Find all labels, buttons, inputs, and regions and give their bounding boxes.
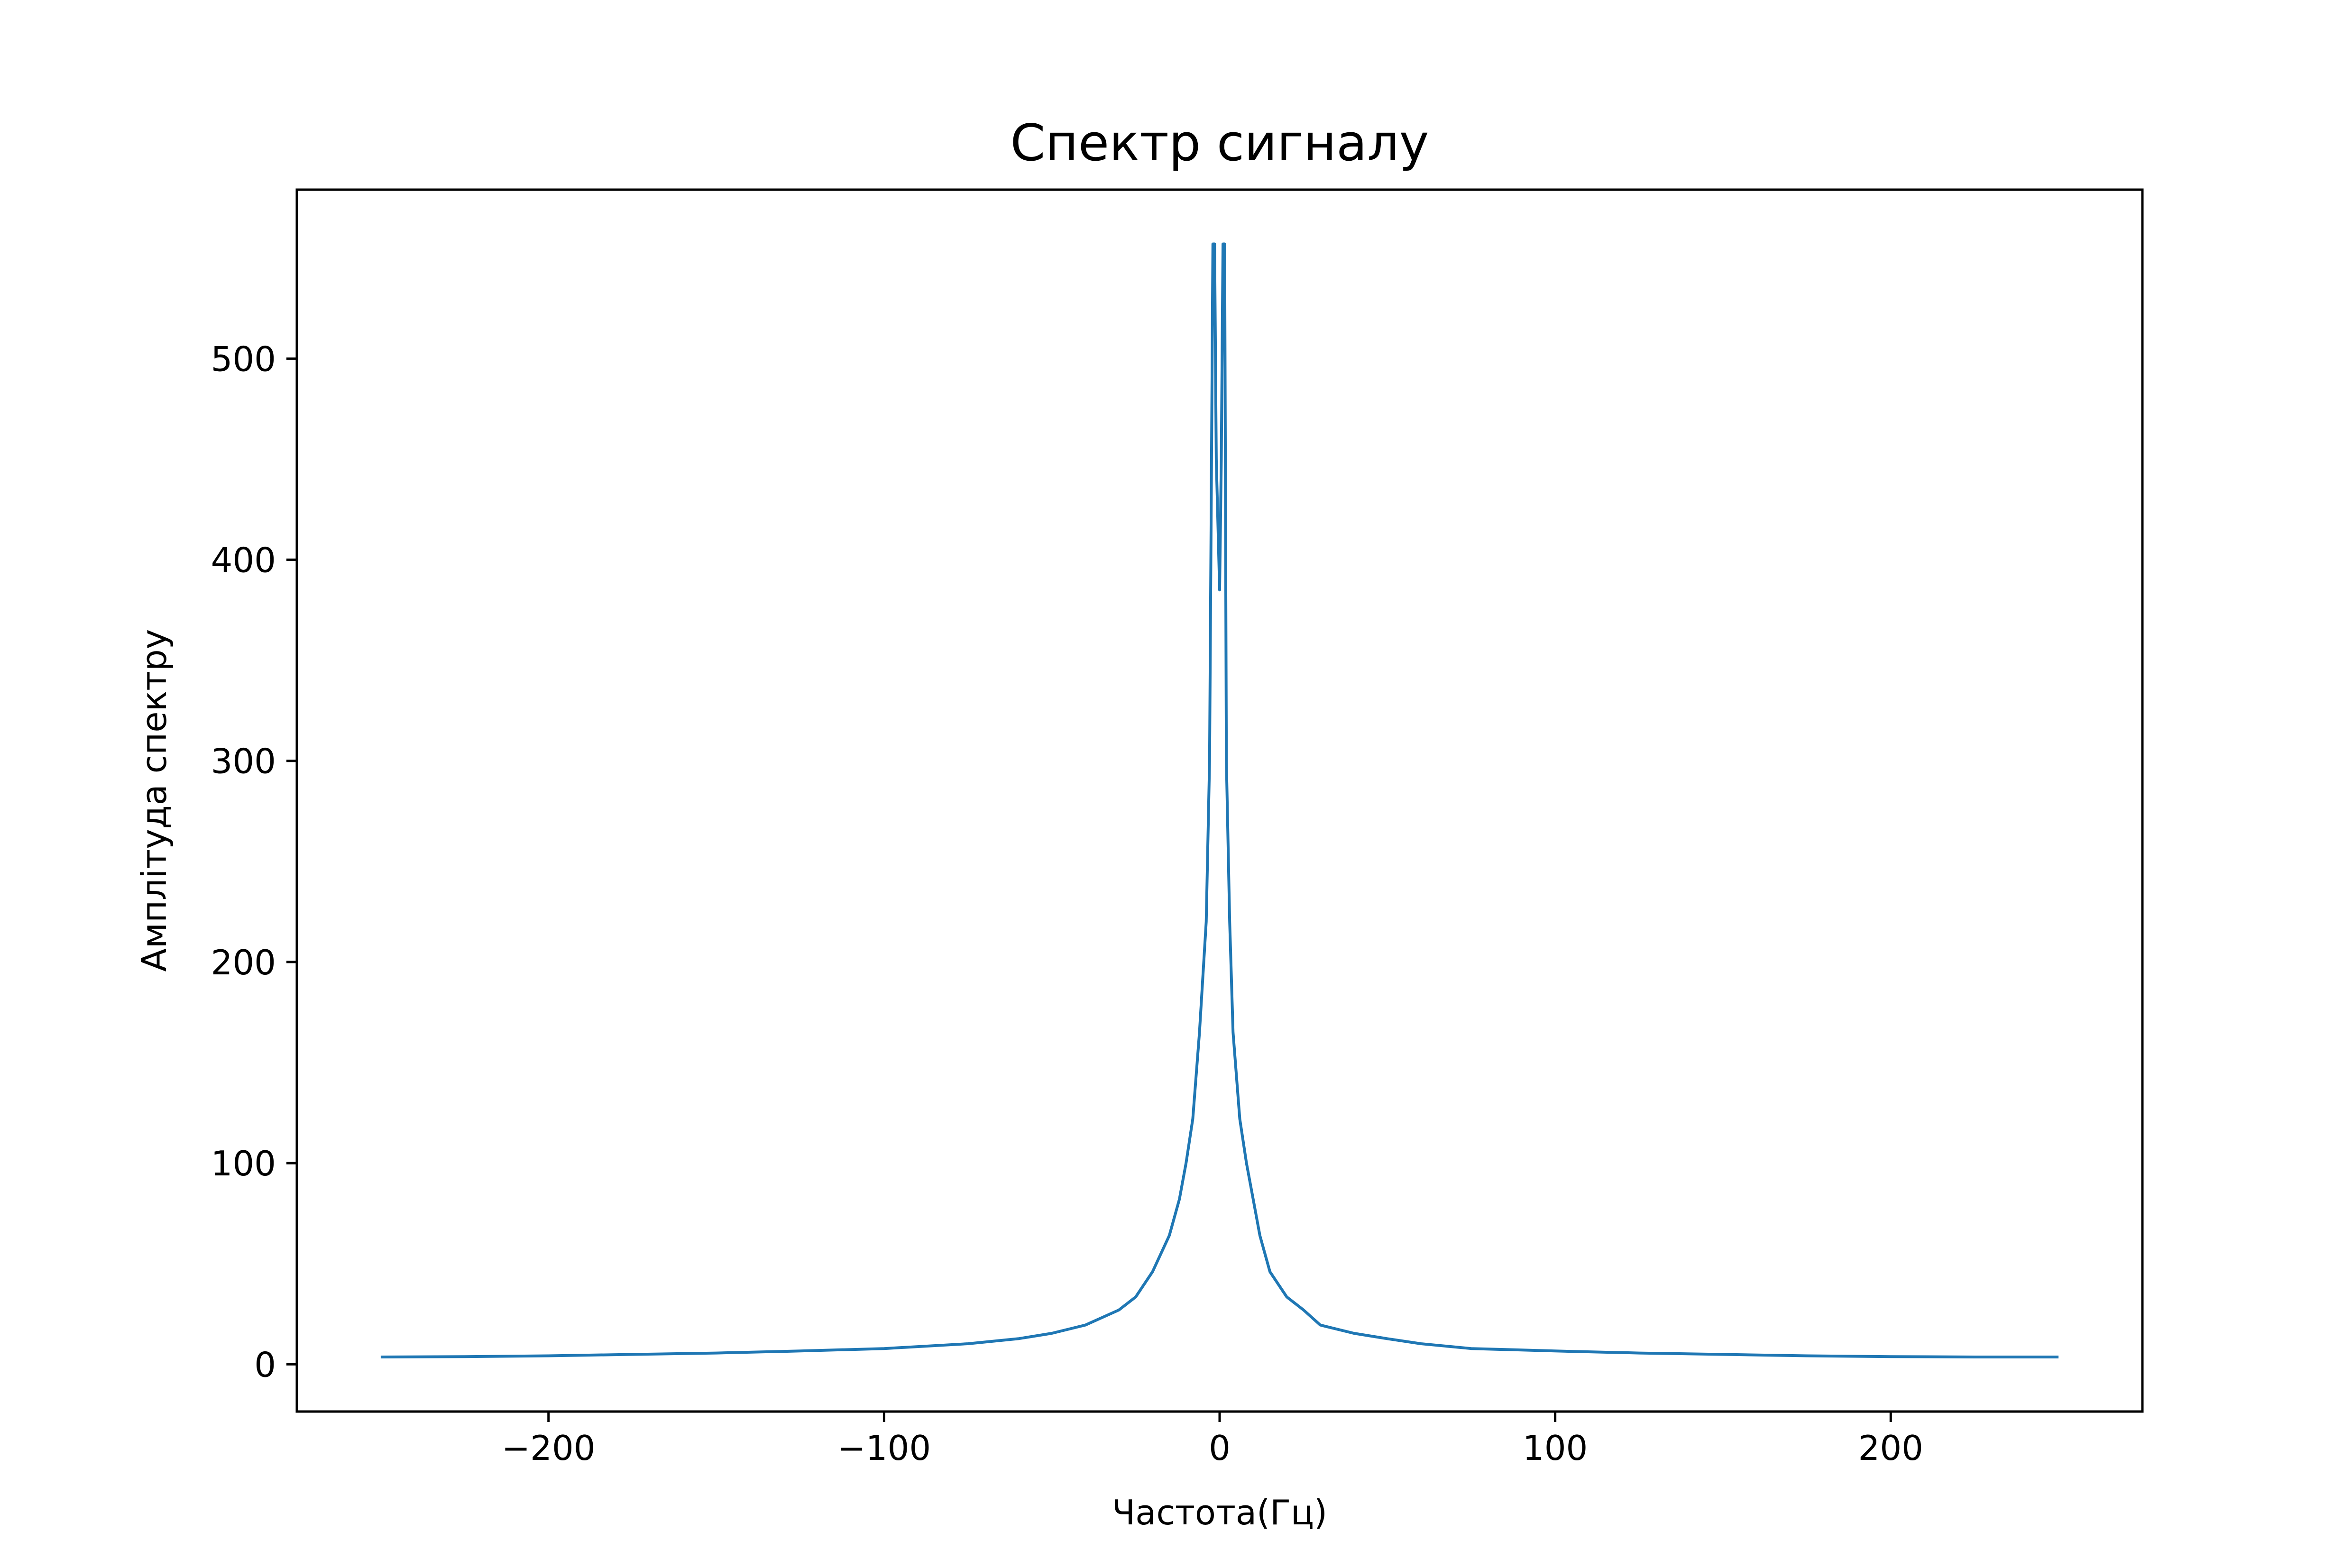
series-line — [380, 242, 2059, 1358]
y-axis-ticks: 0 100 200 300 400 500 — [211, 339, 297, 1385]
y-tick-label: 300 — [211, 742, 276, 781]
x-tick-label: −100 — [837, 1428, 931, 1468]
y-tick-label: 400 — [211, 541, 276, 580]
x-tick-label: 200 — [1858, 1428, 1923, 1468]
plot-area — [380, 242, 2059, 1358]
y-tick-label: 0 — [254, 1345, 276, 1385]
y-tick-label: 100 — [211, 1144, 276, 1183]
x-axis-ticks: −200 −100 0 100 200 — [502, 1412, 1923, 1468]
x-tick-label: 100 — [1523, 1428, 1588, 1468]
y-tick-label: 200 — [211, 943, 276, 982]
y-tick-label: 500 — [211, 339, 276, 379]
x-axis-label: Частота(Гц) — [1112, 1493, 1327, 1532]
y-axis-label: Амплітуда спектру — [134, 629, 174, 972]
x-tick-label: −200 — [502, 1428, 596, 1468]
chart-title: Спектр сигналу — [1011, 114, 1429, 172]
x-tick-label: 0 — [1209, 1428, 1231, 1468]
